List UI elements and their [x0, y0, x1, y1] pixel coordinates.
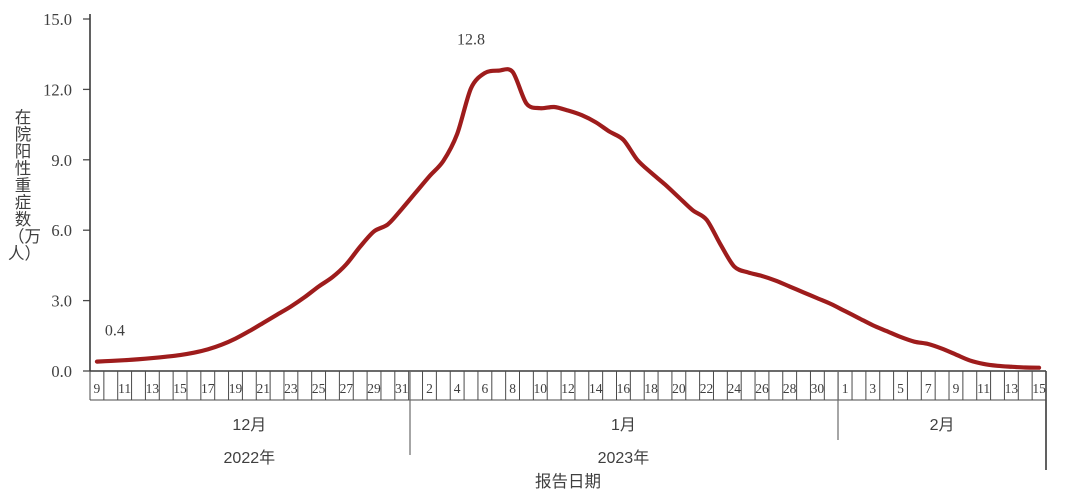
x-tick-mark-group — [89, 371, 1047, 401]
x-tick-label: 6 — [481, 381, 488, 396]
x-tick-label: 20 — [672, 381, 686, 396]
y-tick-label-group: 0.0 3.0 6.0 9.0 12.0 15.0 — [43, 10, 72, 381]
x-tick-label: 31 — [395, 381, 409, 396]
x-tick-label: 28 — [783, 381, 797, 396]
x-tick-label: 22 — [700, 381, 714, 396]
x-tick-label: 19 — [229, 381, 243, 396]
x-tick-label: 5 — [897, 381, 904, 396]
data-point-annotation: 0.4 — [105, 323, 125, 340]
y-tick-label: 12.0 — [43, 80, 72, 99]
y-tick-mark-group — [83, 18, 90, 372]
month-label: 1月 — [611, 417, 636, 434]
severe-cases-line — [94, 67, 1042, 370]
x-tick-label: 17 — [201, 381, 215, 396]
year-label: 2023年 — [598, 449, 650, 467]
x-tick-label: 2 — [426, 381, 433, 396]
x-tick-label: 25 — [312, 381, 326, 396]
y-tick-label: 9.0 — [51, 151, 72, 170]
x-tick-label: 14 — [589, 381, 603, 396]
x-tick-label: 29 — [367, 381, 381, 396]
x-tick-label: 13 — [1005, 381, 1019, 396]
x-tick-label: 3 — [869, 381, 876, 396]
y-tick-label: 0.0 — [51, 362, 72, 381]
x-tick-label: 7 — [925, 381, 932, 396]
month-label-group: 12月 1月 2月 — [232, 417, 954, 434]
x-tick-label: 16 — [617, 381, 631, 396]
x-tick-label: 24 — [728, 381, 742, 396]
year-label: 2022年 — [224, 449, 276, 467]
x-tick-label: 30 — [811, 381, 825, 396]
y-axis-title: 在院阳性重症数（万人） — [8, 109, 41, 263]
x-tick-label: 23 — [284, 381, 298, 396]
x-tick-label: 11 — [977, 381, 990, 396]
x-tick-label: 12 — [561, 381, 575, 396]
x-tick-label: 13 — [146, 381, 160, 396]
x-tick-label: 15 — [173, 381, 187, 396]
x-tick-label: 10 — [534, 381, 548, 396]
x-tick-label: 27 — [340, 381, 354, 396]
month-label: 2月 — [930, 417, 955, 434]
y-tick-label: 6.0 — [51, 221, 72, 240]
month-label: 12月 — [232, 417, 266, 434]
y-tick-label: 15.0 — [43, 10, 72, 29]
x-tick-label: 11 — [118, 381, 131, 396]
x-tick-label: 4 — [454, 381, 461, 396]
year-label-group: 2022年 2023年 — [224, 449, 650, 467]
x-tick-label: 9 — [953, 381, 960, 396]
y-tick-label: 3.0 — [51, 292, 72, 311]
x-tick-label: 8 — [509, 381, 516, 396]
data-point-annotation: 12.8 — [457, 32, 485, 49]
x-tick-label: 18 — [644, 381, 658, 396]
annotation-group: 0.4 12.8 — [105, 32, 485, 340]
x-tick-label: 15 — [1032, 381, 1046, 396]
x-tick-label: 21 — [256, 381, 270, 396]
x-tick-label: 1 — [842, 381, 849, 396]
x-tick-label-group: 9 11 13 15 17 19 21 23 25 27 29 31 2 4 6 8 10 12 14 16 18 20 2… — [94, 381, 1047, 396]
x-axis-title: 报告日期 — [535, 472, 601, 491]
x-tick-label: 9 — [94, 381, 101, 396]
x-tick-label: 26 — [755, 381, 769, 396]
